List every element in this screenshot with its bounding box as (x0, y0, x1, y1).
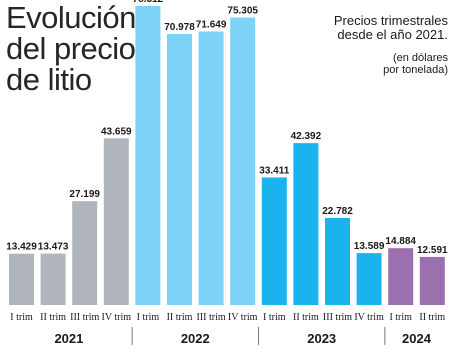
value-label: 12.591 (417, 245, 448, 256)
quarter-tick-label: III trim (197, 312, 226, 323)
year-label-2022: 2022 (181, 331, 210, 346)
bar-2022-1 (135, 6, 161, 305)
value-label: 71.649 (196, 19, 227, 30)
value-label: 43.659 (101, 126, 132, 137)
bar-2023-4 (356, 253, 382, 305)
subtitle-line-2: desde el año 2021. (337, 27, 448, 42)
unit-line-1: (en dólares (392, 52, 448, 64)
title-line-3: de litio (6, 62, 92, 97)
bar-2023-2 (293, 143, 319, 305)
quarter-tick-label: I trim (389, 312, 412, 323)
quarter-tick-label: II trim (293, 312, 319, 323)
unit-note: (en dólares por tonelada) (383, 52, 448, 76)
quarter-tick-label: II trim (40, 312, 66, 323)
chart-title: Evolución del precio de litio (6, 2, 136, 95)
value-label: 27.199 (69, 189, 100, 200)
value-label: 33.411 (259, 165, 289, 176)
bar-2024-1 (388, 248, 414, 305)
bar-2022-2 (167, 34, 192, 306)
quarter-tick-label: I trim (263, 312, 286, 323)
bar-2021-3 (72, 201, 98, 305)
year-label-2023: 2023 (307, 331, 336, 346)
year-label-2021: 2021 (54, 331, 83, 346)
subtitle-line-1: Precios trimestrales (333, 13, 448, 28)
bar-2023-3 (325, 218, 350, 305)
quarter-tick-label: II trim (419, 312, 445, 323)
quarter-tick-label: I trim (10, 312, 33, 323)
title-line-1: Evolución (6, 0, 136, 35)
quarter-tick-label: I trim (137, 312, 160, 323)
quarter-tick-label: III trim (70, 312, 99, 323)
bar-2022-3 (198, 31, 224, 306)
bar-2021-4 (103, 138, 129, 305)
title-line-2: del precio (6, 31, 136, 66)
value-label: 75.305 (227, 5, 258, 16)
quarter-tick-label: III trim (323, 312, 352, 323)
bar-2021-1 (9, 253, 34, 305)
bar-2023-1 (261, 177, 287, 305)
value-label: 13.473 (38, 242, 69, 253)
value-label: 22.782 (322, 206, 353, 217)
unit-line-2: por tonelada) (383, 64, 448, 76)
quarter-tick-label: IV trim (228, 312, 258, 323)
bar-2022-4 (230, 17, 256, 306)
quarter-tick-label: II trim (167, 312, 193, 323)
quarter-tick-label: IV trim (354, 312, 384, 323)
value-label: 78.312 (133, 0, 164, 5)
value-label: 14.884 (385, 236, 416, 247)
bar-2021-2 (40, 253, 66, 305)
value-label: 70.978 (164, 22, 195, 33)
value-label: 13.429 (6, 242, 37, 253)
value-label: 42.392 (291, 131, 322, 142)
bar-2024-2 (419, 256, 445, 305)
chart-subtitle: Precios trimestrales desde el año 2021. (334, 14, 448, 42)
quarter-tick-label: IV trim (102, 312, 132, 323)
year-label-2024: 2024 (402, 331, 432, 346)
value-label: 13.589 (354, 241, 385, 252)
